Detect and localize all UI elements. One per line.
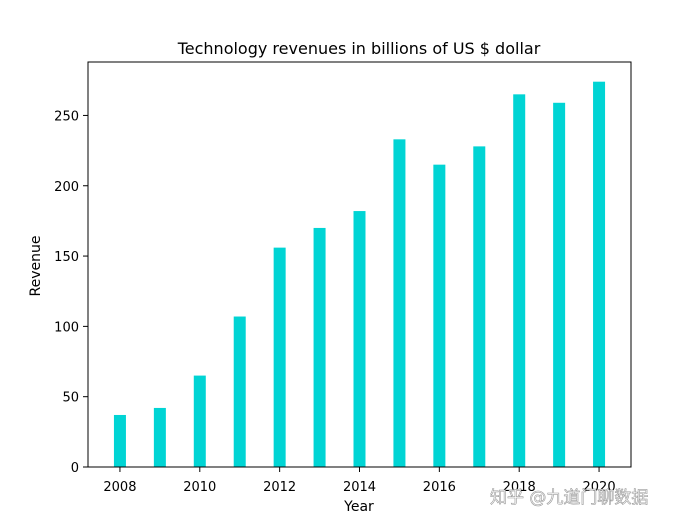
x-tick-label-2014: 2014: [343, 480, 376, 495]
bar-2012: [273, 247, 286, 467]
bar-2008: [113, 414, 126, 467]
bar-2010: [193, 375, 206, 467]
bar-2011: [233, 316, 246, 467]
bar-2014: [353, 211, 366, 467]
bar-2020: [593, 81, 606, 467]
y-tick-label-100: 100: [54, 320, 79, 335]
y-tick-label-50: 50: [62, 391, 79, 406]
x-axis-label: Year: [343, 499, 374, 515]
x-tick-label-2008: 2008: [103, 480, 136, 495]
x-tick-label-2018: 2018: [503, 480, 536, 495]
y-tick-label-0: 0: [71, 461, 79, 476]
bars-group: [113, 81, 606, 468]
bar-2018: [513, 94, 526, 467]
bar-2015: [393, 139, 406, 467]
bar-2017: [473, 146, 486, 468]
chart-title: Technology revenues in billions of US $ …: [177, 39, 541, 58]
y-tick-label-200: 200: [54, 180, 79, 195]
x-tick-label-2010: 2010: [183, 480, 216, 495]
bar-2019: [553, 102, 566, 467]
y-axis-ticks: 0 50 100 150 200 250: [54, 109, 88, 476]
bar-2009: [153, 407, 166, 467]
x-axis-ticks: 2008 2010 2012 2014 2016 2018 2020: [103, 467, 616, 495]
y-tick-label-250: 250: [54, 109, 79, 124]
bar-2016: [433, 164, 446, 467]
y-axis-label: Revenue: [28, 236, 44, 297]
watermark-text: 知乎 @九道门聊数据: [490, 488, 648, 508]
x-tick-label-2012: 2012: [263, 480, 296, 495]
x-tick-label-2020: 2020: [583, 480, 616, 495]
x-tick-label-2016: 2016: [423, 480, 456, 495]
y-tick-label-150: 150: [54, 250, 79, 265]
bar-2013: [313, 227, 326, 467]
plot-frame: [87, 61, 632, 468]
